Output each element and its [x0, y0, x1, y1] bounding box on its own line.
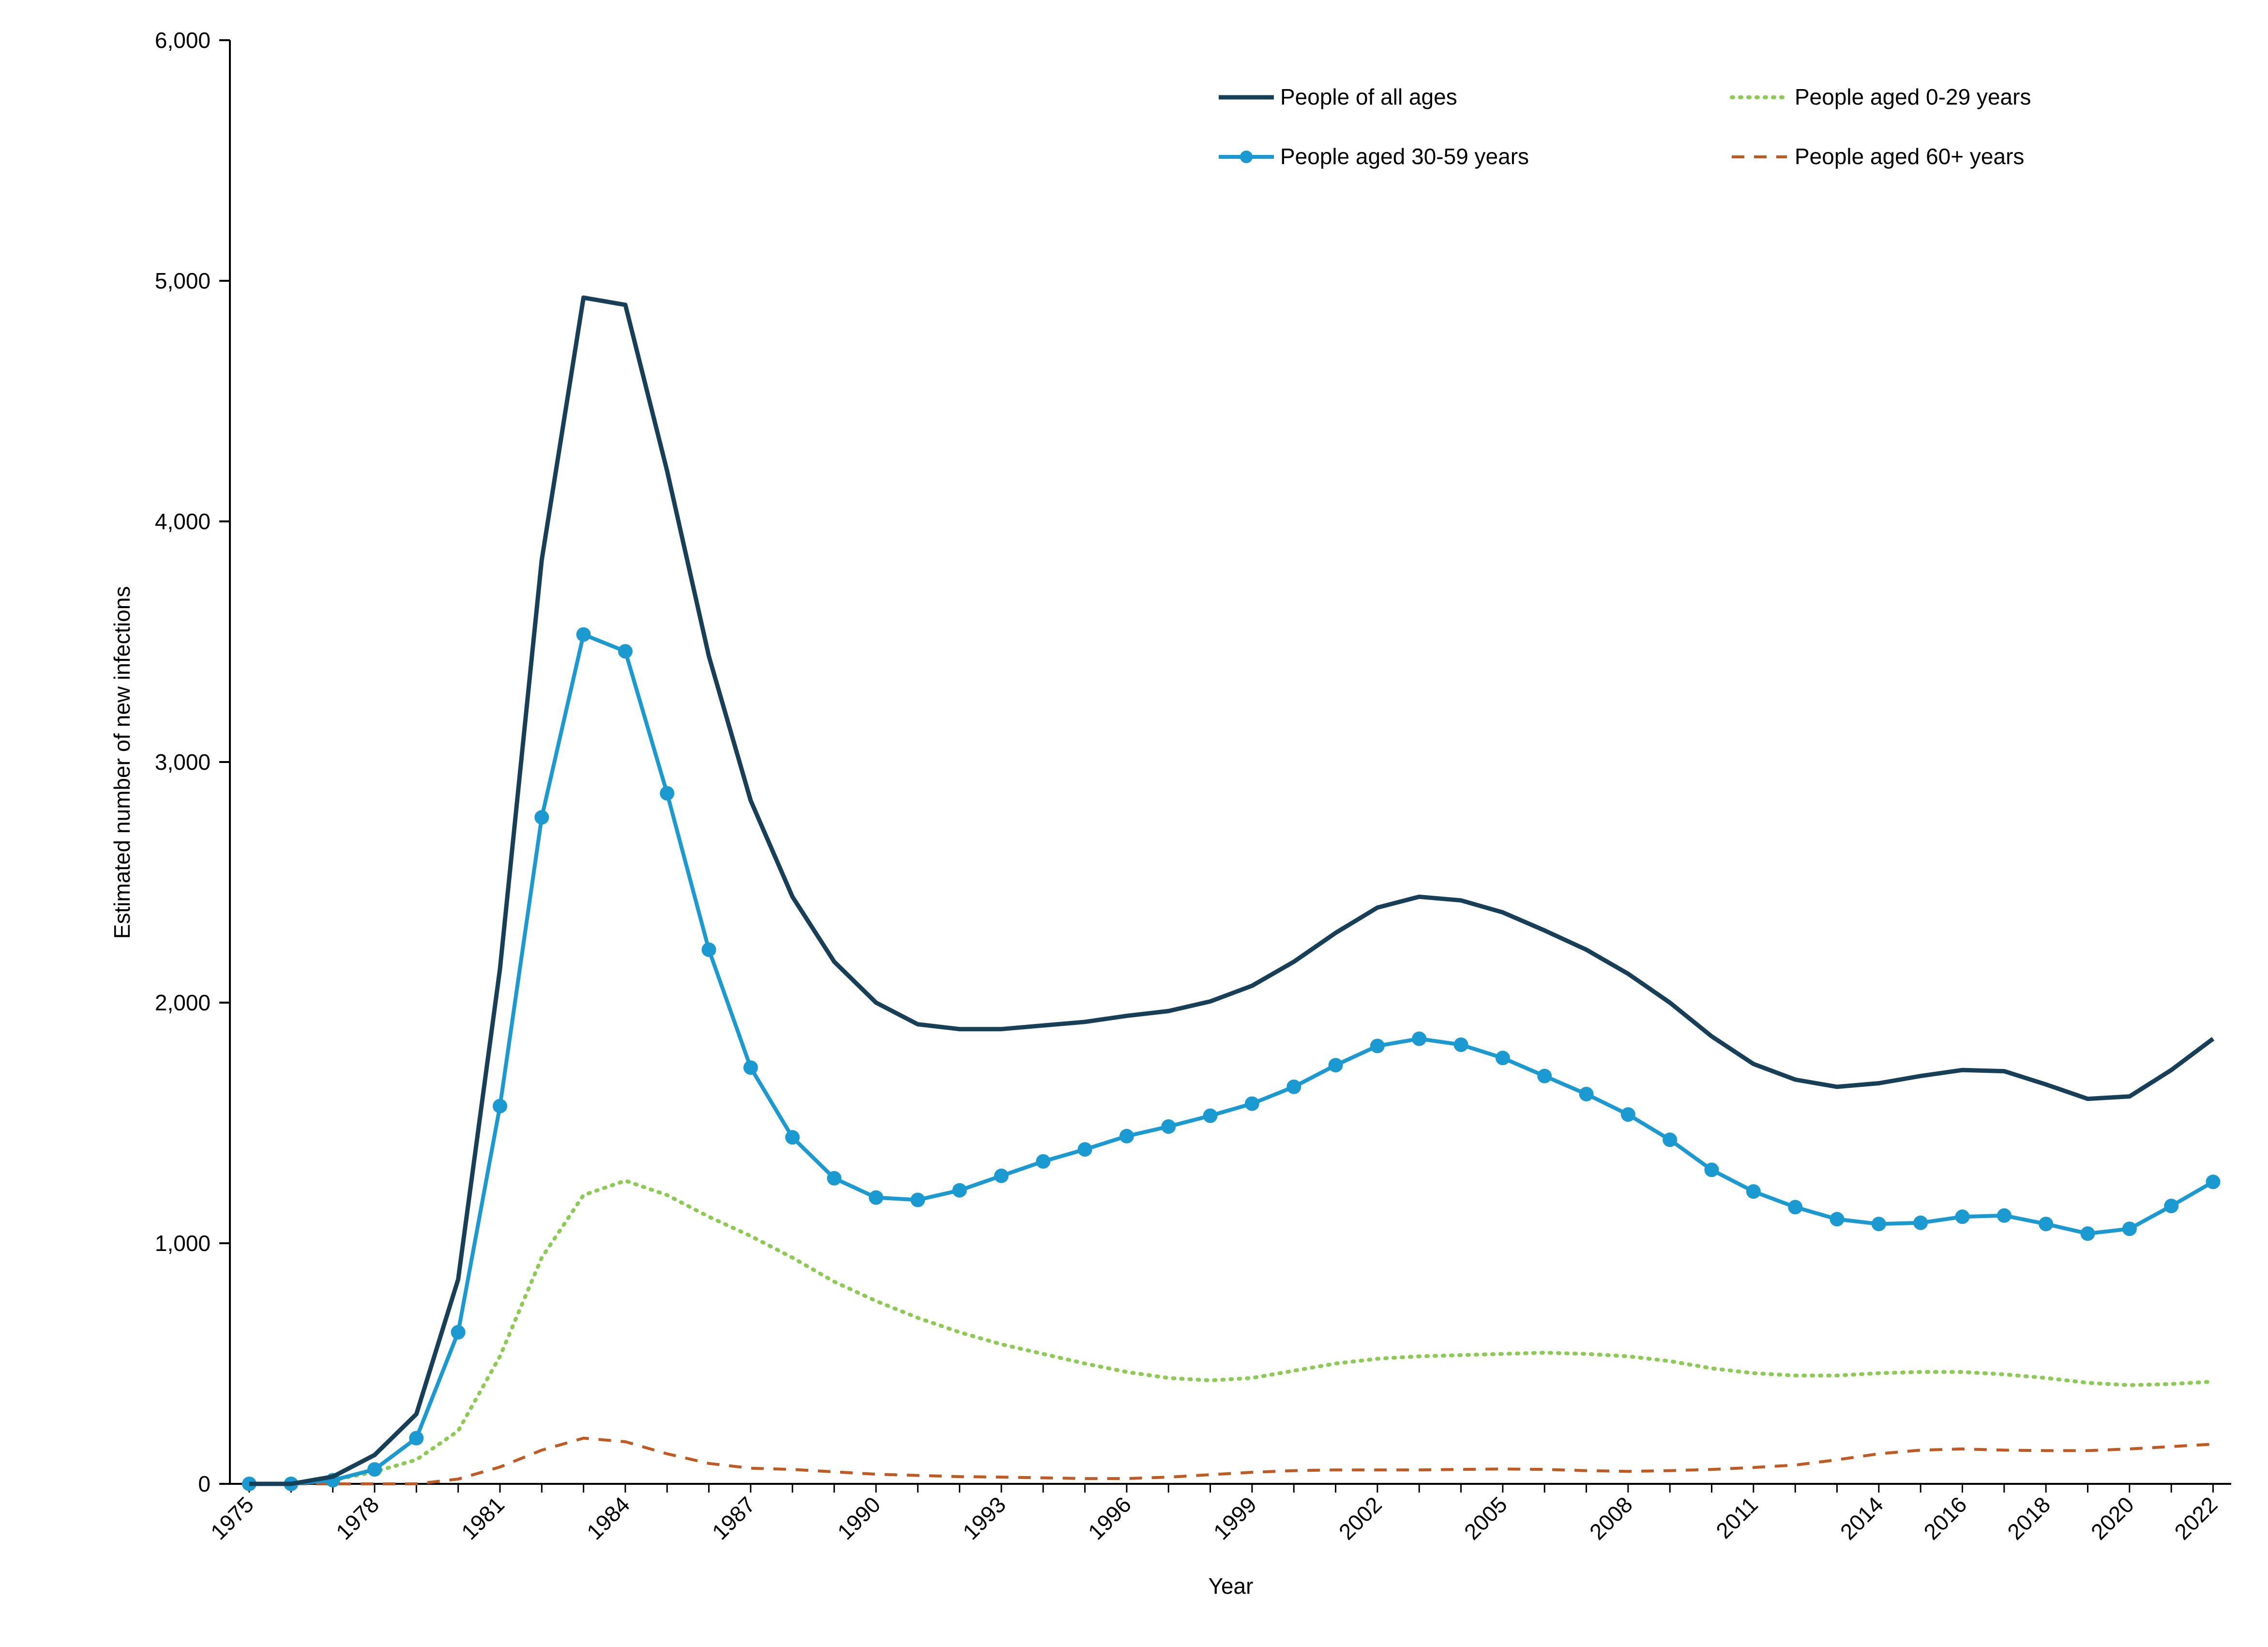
data-point-30-59	[1788, 1200, 1803, 1215]
legend-label-all-ages: People of all ages	[1280, 84, 1457, 109]
data-point-30-59	[451, 1325, 466, 1340]
data-point-30-59	[1663, 1132, 1678, 1147]
x-tick-label: 2016	[1919, 1492, 1971, 1544]
y-tick-label: 3,000	[155, 749, 211, 775]
x-tick-label: 2005	[1459, 1492, 1512, 1544]
data-point-30-59	[618, 644, 633, 659]
data-point-30-59	[910, 1192, 925, 1207]
series-line-3	[249, 1436, 2213, 1485]
data-point-30-59	[1203, 1108, 1218, 1123]
x-tick-label: 1975	[206, 1492, 258, 1544]
x-tick-label: 1981	[456, 1492, 509, 1544]
data-point-30-59	[1328, 1058, 1343, 1073]
legend: People of all ages People aged 0-29 year…	[1219, 84, 2031, 169]
x-tick-label: 2002	[1334, 1492, 1387, 1544]
data-point-30-59	[1495, 1051, 1510, 1066]
data-point-30-59	[1746, 1184, 1761, 1199]
x-tick-label: 2014	[1835, 1492, 1888, 1544]
legend-item-0-29: People aged 0-29 years	[1730, 84, 2031, 109]
data-point-30-59	[827, 1171, 842, 1186]
y-tick-label: 1,000	[155, 1231, 211, 1256]
data-point-30-59	[1370, 1038, 1385, 1053]
data-point-30-59	[1996, 1208, 2011, 1223]
x-tick-label: 2020	[2086, 1492, 2139, 1544]
data-point-30-59	[994, 1168, 1009, 1183]
y-tick-label: 5,000	[155, 268, 211, 293]
x-axis-title: Year	[1209, 1573, 1254, 1599]
legend-marker-30-59	[1240, 151, 1253, 163]
data-point-30-59	[576, 627, 591, 642]
data-point-30-59	[2164, 1199, 2179, 1213]
y-axis-ticks: 0 1,000 2,000 3,000 4,000 5,000 6,000	[155, 28, 230, 1496]
legend-item-30-59: People aged 30-59 years	[1219, 144, 1529, 169]
x-tick-label: 2008	[1585, 1492, 1637, 1544]
data-point-30-59	[785, 1130, 800, 1145]
data-point-30-59	[1913, 1215, 1928, 1230]
x-tick-label: 1984	[582, 1492, 635, 1544]
series-line-2	[247, 1178, 2215, 1486]
y-tick-label: 4,000	[155, 509, 211, 534]
data-point-30-59	[1453, 1037, 1468, 1052]
x-tick-label: 2022	[2169, 1492, 2222, 1544]
data-point-30-59	[1620, 1107, 1635, 1122]
data-point-30-59	[409, 1431, 424, 1446]
x-tick-label: 1978	[331, 1492, 384, 1544]
data-point-30-59	[1161, 1119, 1176, 1134]
data-point-30-59	[2206, 1174, 2221, 1190]
data-point-30-59	[1119, 1128, 1134, 1144]
plot-area: 0 1,000 2,000 3,000 4,000 5,000 6,000 1975 1978…	[155, 28, 2231, 1544]
x-axis-ticks: 1975 1978 1981 1984 1987 1990 1993 1996 1999 2002…	[206, 1484, 2223, 1544]
legend-item-60-plus: People aged 60+ years	[1732, 144, 2024, 169]
legend-label-30-59: People aged 30-59 years	[1280, 144, 1529, 169]
data-point-30-59	[493, 1098, 507, 1113]
series-line-0	[249, 295, 2215, 1486]
y-tick-label: 6,000	[155, 28, 211, 53]
legend-item-all-ages: People of all ages	[1219, 84, 1457, 109]
data-point-30-59	[743, 1060, 758, 1075]
y-tick-label: 0	[198, 1471, 211, 1496]
data-point-30-59	[1077, 1142, 1092, 1157]
data-point-30-59	[1244, 1096, 1259, 1111]
data-point-30-59	[2080, 1226, 2095, 1241]
y-tick-label: 2,000	[155, 990, 211, 1015]
data-point-30-59	[1830, 1212, 1845, 1227]
x-tick-label: 1993	[958, 1492, 1011, 1544]
data-point-30-59	[952, 1183, 967, 1198]
series-layer	[242, 295, 2221, 1491]
data-point-30-59	[1871, 1217, 1886, 1232]
x-tick-label: 1996	[1083, 1492, 1136, 1544]
series-line-1	[249, 632, 2214, 1486]
data-point-30-59	[2039, 1217, 2054, 1232]
data-point-30-59	[869, 1190, 883, 1205]
data-point-30-59	[1036, 1154, 1051, 1169]
data-point-30-59	[1704, 1162, 1719, 1177]
data-point-30-59	[701, 942, 716, 957]
x-tick-label: 1999	[1209, 1492, 1261, 1544]
data-point-30-59	[1955, 1209, 1970, 1224]
data-point-30-59	[1537, 1068, 1552, 1083]
legend-label-0-29: People aged 0-29 years	[1795, 84, 2031, 109]
x-tick-label: 2011	[1711, 1492, 1763, 1543]
data-point-30-59	[660, 786, 675, 801]
data-point-30-59	[534, 810, 549, 825]
x-tick-label: 1987	[707, 1492, 760, 1544]
data-point-30-59	[1579, 1086, 1594, 1101]
y-axis-title: Estimated number of new infections	[109, 586, 135, 939]
x-tick-label: 2018	[2002, 1492, 2055, 1544]
data-point-30-59	[2122, 1221, 2137, 1236]
x-tick-label: 1990	[832, 1492, 885, 1544]
data-point-30-59	[367, 1462, 382, 1477]
data-point-30-59	[1412, 1031, 1427, 1046]
data-point-30-59	[1286, 1079, 1301, 1094]
legend-label-60-plus: People aged 60+ years	[1795, 144, 2024, 169]
